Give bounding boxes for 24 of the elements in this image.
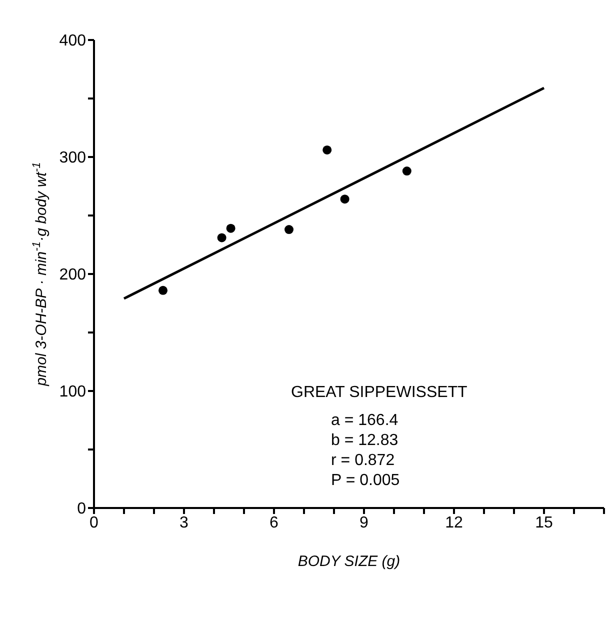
point	[158, 286, 168, 295]
point	[322, 145, 332, 154]
x-axis-title: BODY SIZE (g)	[298, 553, 400, 570]
point	[217, 233, 226, 242]
text: a = 166.4	[331, 412, 398, 429]
text: GREAT SIPPEWISSETT	[291, 384, 468, 401]
text: b = 12.83	[331, 432, 398, 449]
y-tick-label: 100	[59, 384, 86, 401]
x-tick-label: 3	[180, 514, 189, 532]
point	[226, 224, 236, 233]
y-tick-label: 0	[77, 500, 86, 518]
text: r = 0.872	[331, 452, 395, 469]
x-tick-label: 6	[270, 514, 279, 532]
point	[402, 166, 412, 176]
y-tick-label: 400	[59, 32, 86, 50]
x-tick-label: 0	[90, 514, 99, 532]
y-tick-label: 300	[59, 150, 86, 167]
y-tick-label: 200	[59, 266, 86, 284]
text: P = 0.005	[331, 472, 400, 489]
point	[340, 194, 350, 204]
point	[284, 225, 294, 234]
x-tick-label: 12	[445, 514, 463, 532]
x-tick-label: 15	[535, 514, 553, 532]
x-tick-label: 9	[360, 514, 369, 532]
